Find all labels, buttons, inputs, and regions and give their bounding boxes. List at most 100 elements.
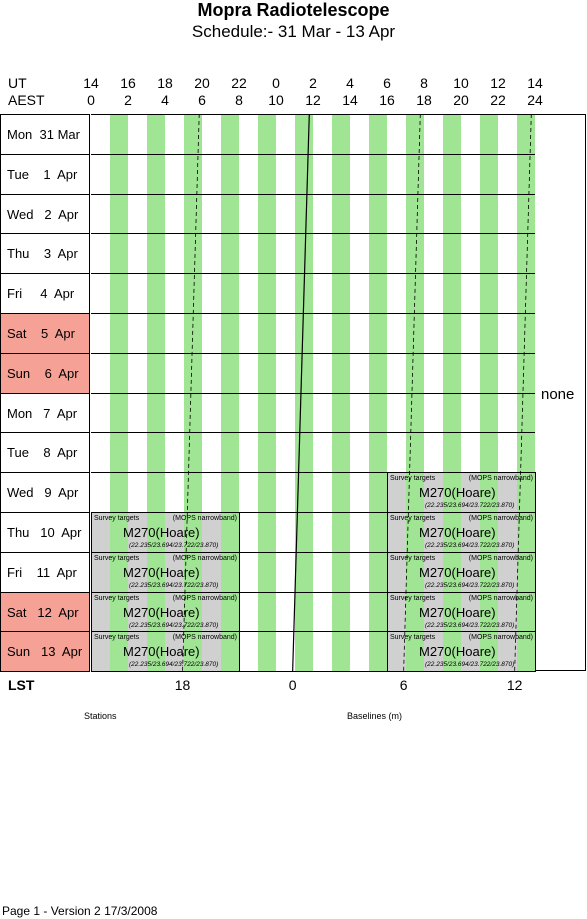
day-cell: Mon 31 Mar <box>0 114 90 155</box>
lst-tick: 18 <box>174 677 191 693</box>
block-shade <box>424 551 443 592</box>
ut-tick: 6 <box>383 75 391 91</box>
block-shade <box>165 512 184 552</box>
lst-tick: 12 <box>506 677 523 693</box>
block-project: M270(Hoare) <box>419 644 496 660</box>
block-shade <box>387 591 406 632</box>
day-cell: Tue 1 Apr <box>0 153 90 195</box>
block-shade <box>202 512 221 552</box>
ut-tick: 2 <box>309 75 317 91</box>
block-frequencies: (22.235/23.694/23.722/23.870) <box>425 502 515 510</box>
block-shade <box>387 472 406 512</box>
ut-tick: 10 <box>453 75 469 91</box>
block-frequencies: (22.235/23.694/23.722/23.870) <box>425 581 515 589</box>
block-frequencies: (22.235/23.694/23.722/23.870) <box>425 661 515 669</box>
aest-tick: 22 <box>490 92 506 108</box>
lst-line <box>182 114 200 672</box>
block-mode-label: (MOPS narrowband) <box>172 594 237 602</box>
aest-tick: 2 <box>124 92 132 108</box>
block-shade <box>128 512 147 552</box>
aest-tick: 18 <box>416 92 432 108</box>
row-divider <box>91 233 535 235</box>
row-divider <box>91 591 535 593</box>
block-frequencies: (22.235/23.694/23.722/23.870) <box>129 661 219 669</box>
block-survey-label: Survey targets <box>390 475 436 483</box>
block-mode-label: (MOPS narrowband) <box>172 634 237 642</box>
row-divider <box>91 432 535 434</box>
day-cell: Sun 13 Apr <box>0 631 90 673</box>
ut-tick: 20 <box>194 75 210 91</box>
block-shade <box>461 591 480 632</box>
block-shade <box>424 591 443 632</box>
block-project: M270(Hoare) <box>123 564 200 580</box>
ut-tick: 8 <box>420 75 428 91</box>
block-shade <box>91 551 110 592</box>
lst-line <box>403 114 421 672</box>
block-shade <box>128 631 147 672</box>
block-project: M270(Hoare) <box>123 604 200 620</box>
day-cell: Sat 12 Apr <box>0 591 90 633</box>
day-cell: Fri 11 Apr <box>0 551 90 593</box>
row-divider <box>91 153 535 155</box>
block-shade <box>165 551 184 592</box>
row-divider <box>91 273 535 275</box>
aest-tick: 0 <box>87 92 95 108</box>
schedule-grid: Survey targets (MOPS narrowband) M270(Hoar… <box>91 114 536 673</box>
ut-tick: 14 <box>83 75 99 91</box>
block-project: M270(Hoare) <box>123 525 200 540</box>
day-cell: Fri 4 Apr <box>0 273 90 314</box>
stations-label: Stations <box>84 711 117 721</box>
block-survey-label: Survey targets <box>94 634 140 642</box>
day-cell: Thu 3 Apr <box>0 233 90 275</box>
block-project: M270(Hoare) <box>419 485 496 501</box>
block-shade <box>91 631 110 672</box>
day-cell: Mon 7 Apr <box>0 392 90 434</box>
ut-tick: 16 <box>120 75 136 91</box>
block-shade <box>387 551 406 592</box>
ut-label: UT <box>8 75 27 91</box>
lst-label: LST <box>8 677 35 693</box>
block-survey-label: Survey targets <box>94 554 140 562</box>
block-shade <box>461 472 480 512</box>
block-shade <box>202 591 221 632</box>
lst-line <box>514 114 532 672</box>
block-survey-label: Survey targets <box>390 594 436 602</box>
row-divider <box>91 512 535 513</box>
day-cell: Sun 6 Apr <box>0 352 90 394</box>
block-mode-label: (MOPS narrowband) <box>468 515 533 522</box>
block-survey-label: Survey targets <box>390 515 436 522</box>
block-shade <box>165 631 184 672</box>
ut-tick: 12 <box>490 75 506 91</box>
side-note: none <box>541 386 575 403</box>
block-shade <box>387 512 406 552</box>
aest-tick: 6 <box>198 92 206 108</box>
block-shade <box>461 631 480 672</box>
block-shade <box>91 591 110 632</box>
lst-tick: 0 <box>288 677 297 693</box>
block-shade <box>91 512 110 552</box>
lst-line <box>292 114 310 672</box>
aest-tick: 14 <box>342 92 358 108</box>
ut-tick: 22 <box>231 75 247 91</box>
row-divider <box>91 472 535 474</box>
block-shade <box>128 591 147 632</box>
aest-tick: 8 <box>235 92 243 108</box>
block-shade <box>498 551 517 592</box>
ut-tick: 4 <box>346 75 354 91</box>
block-shade <box>424 512 443 552</box>
block-frequencies: (22.235/23.694/23.722/23.870) <box>129 542 219 549</box>
block-survey-label: Survey targets <box>390 634 436 642</box>
block-mode-label: (MOPS narrowband) <box>172 554 237 562</box>
aest-tick: 16 <box>379 92 395 108</box>
block-mode-label: (MOPS narrowband) <box>468 634 533 642</box>
aest-tick: 10 <box>268 92 284 108</box>
block-shade <box>424 472 443 512</box>
ut-tick: 0 <box>272 75 280 91</box>
block-shade <box>498 472 517 512</box>
row-divider <box>91 313 535 314</box>
block-shade <box>424 631 443 672</box>
block-shade <box>461 551 480 592</box>
day-cell: Wed 9 Apr <box>0 472 90 513</box>
block-shade <box>128 551 147 592</box>
day-cell: Sat 5 Apr <box>0 313 90 354</box>
